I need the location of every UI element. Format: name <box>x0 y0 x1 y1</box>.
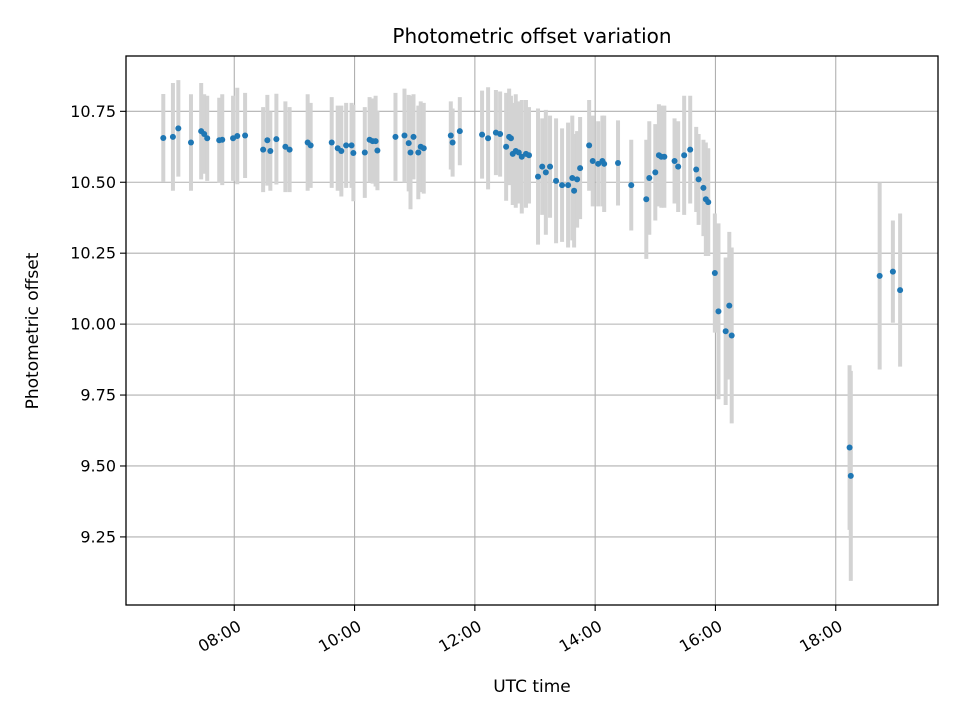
data-point <box>518 153 525 160</box>
data-point <box>420 145 427 152</box>
data-point <box>846 444 853 451</box>
data-point <box>361 149 368 156</box>
data-point <box>447 132 454 139</box>
data-point <box>687 146 694 153</box>
data-point <box>595 160 602 167</box>
data-point <box>728 332 735 339</box>
data-point <box>652 169 659 176</box>
data-point <box>507 135 514 142</box>
data-point <box>574 176 581 183</box>
data-point <box>726 302 733 309</box>
data-point <box>700 184 707 191</box>
data-point <box>715 308 722 315</box>
data-point <box>577 165 584 172</box>
data-point <box>586 142 593 149</box>
data-point <box>328 139 335 146</box>
chart-title: Photometric offset variation <box>392 24 671 48</box>
data-point <box>405 140 412 147</box>
data-point <box>204 135 211 142</box>
data-point <box>889 268 896 275</box>
data-point <box>479 131 486 138</box>
data-point <box>175 125 182 132</box>
data-point <box>643 196 650 203</box>
data-point <box>535 173 542 180</box>
data-point <box>485 135 492 142</box>
data-point <box>565 182 572 189</box>
data-point <box>286 146 293 153</box>
data-point <box>569 175 576 181</box>
y-tick-label: 10.00 <box>70 315 116 334</box>
data-point <box>169 133 176 140</box>
data-point <box>695 176 702 183</box>
data-point <box>267 148 274 155</box>
y-tick-label: 9.25 <box>80 527 116 546</box>
data-point <box>722 328 729 335</box>
x-axis-label: UTC time <box>493 677 571 697</box>
data-point <box>547 163 554 170</box>
data-point <box>681 152 688 159</box>
y-axis-ticks: 9.25 9.50 9.75 10.00 10.25 10.50 10.75 <box>70 102 126 546</box>
data-point <box>711 270 718 277</box>
data-point <box>234 133 241 140</box>
data-point <box>407 149 414 156</box>
data-point <box>219 136 226 143</box>
data-point <box>693 166 700 173</box>
data-point <box>273 136 280 143</box>
data-point <box>401 132 408 139</box>
data-point <box>876 272 883 279</box>
data-point <box>374 147 381 154</box>
data-point <box>187 139 194 146</box>
y-tick-label: 9.50 <box>80 456 116 475</box>
data-point <box>589 157 596 164</box>
data-point <box>628 182 635 189</box>
data-point <box>661 153 668 160</box>
y-tick-label: 10.25 <box>70 244 116 263</box>
data-point <box>503 143 510 150</box>
data-point <box>415 149 422 156</box>
data-point <box>615 159 622 166</box>
data-points <box>160 125 904 479</box>
y-tick-label: 10.75 <box>70 102 116 121</box>
y-axis-label: Photometric offset <box>23 252 43 409</box>
y-tick-label: 9.75 <box>80 386 116 405</box>
data-point <box>671 157 678 164</box>
data-point <box>160 134 167 141</box>
data-point <box>515 149 522 156</box>
data-point <box>525 152 532 159</box>
plot-area-frame <box>125 55 939 606</box>
data-point <box>571 187 578 194</box>
data-point <box>456 128 463 135</box>
data-point <box>201 131 208 138</box>
data-point <box>392 133 399 140</box>
data-point <box>264 137 271 144</box>
data-point <box>410 133 417 140</box>
data-point <box>449 139 456 146</box>
data-point <box>372 138 379 145</box>
data-point <box>260 146 267 153</box>
data-point <box>350 150 357 157</box>
data-point <box>847 472 854 479</box>
data-point <box>542 169 549 176</box>
data-point <box>282 143 289 150</box>
data-point <box>307 142 314 149</box>
data-point <box>343 142 350 149</box>
data-point <box>348 142 355 149</box>
data-point <box>559 182 566 189</box>
data-point <box>646 175 653 181</box>
data-point <box>553 177 560 184</box>
data-point <box>242 132 249 139</box>
data-point <box>675 163 682 170</box>
y-tick-label: 10.50 <box>70 173 116 192</box>
data-point <box>601 160 608 167</box>
data-point <box>539 163 546 170</box>
data-point <box>338 148 345 155</box>
data-point <box>497 131 504 138</box>
data-point <box>897 287 904 294</box>
data-point <box>705 199 712 206</box>
